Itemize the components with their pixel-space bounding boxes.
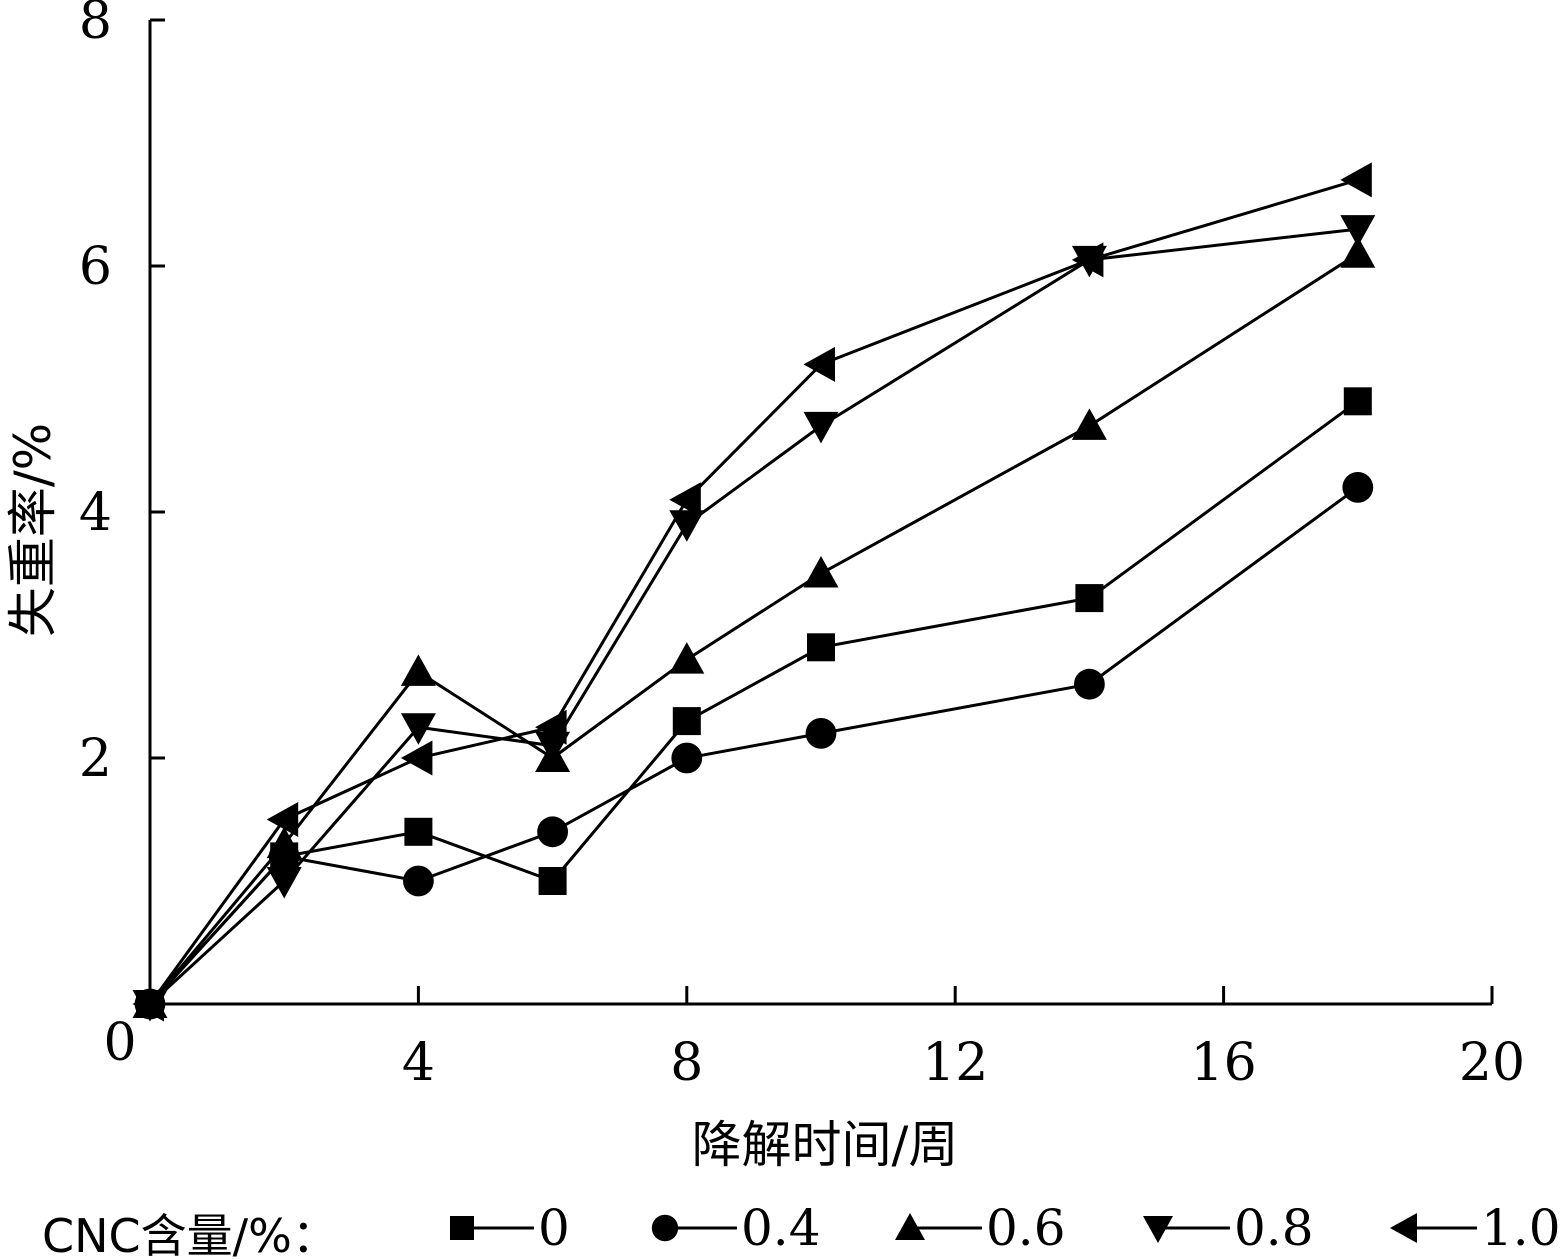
series-line-3 (148, 227, 1358, 1006)
series-4-point-5 (803, 346, 835, 382)
series-line-2 (148, 252, 1359, 1005)
x-tick-label-12: 12 (922, 1033, 988, 1093)
legend-entry-4: 1.0 (1390, 1199, 1561, 1257)
series-0-point-6 (1075, 584, 1104, 613)
y-tick-label-4: 4 (79, 483, 112, 543)
series-1-point-5 (805, 718, 837, 749)
series-4-point-7 (1340, 162, 1372, 198)
series-4-point-2 (400, 740, 433, 776)
series-1-point-4 (671, 742, 703, 774)
series-4-point-0 (132, 986, 164, 1022)
series-0-point-5 (807, 633, 835, 662)
series-3-point-2 (400, 713, 436, 745)
x-tick-label-16: 16 (1191, 1033, 1257, 1093)
legend-marker-2 (895, 1213, 925, 1240)
legend-title: CNC含量/%： (42, 1209, 338, 1259)
axes: 2 4 6 8 4 8 12 16 20 0 (79, 0, 1525, 1093)
legend-entry-0: 0 (450, 1199, 570, 1257)
series-1-point-7 (1342, 472, 1374, 503)
series-3-point-7 (1340, 215, 1376, 247)
legend-entry-3: 0.8 (1143, 1199, 1314, 1257)
y-axis-title: 失重率/% (4, 423, 62, 637)
y-tick-label-2: 2 (79, 729, 112, 789)
series-2-point-6 (1071, 408, 1107, 440)
series-layer (132, 162, 1376, 1022)
series-1-point-3 (537, 816, 568, 848)
legend-entry-1: 0.4 (651, 1199, 821, 1257)
legend-label-3: 0.8 (1234, 1199, 1314, 1257)
series-line-4 (148, 178, 1359, 1005)
series-4-point-6 (1071, 242, 1104, 278)
series-0 (136, 387, 1372, 1018)
legend-label-1: 0.4 (741, 1199, 821, 1257)
legend-marker-1 (651, 1214, 679, 1242)
y-tick-label-6: 6 (79, 237, 112, 297)
series-line-1 (148, 486, 1359, 1006)
series-4-point-3 (535, 709, 567, 745)
x-tick-label-20: 20 (1459, 1033, 1525, 1093)
series-1-point-2 (403, 865, 434, 897)
series-4 (132, 162, 1372, 1022)
series-3-point-1 (266, 867, 302, 899)
x-axis-title: 降解时间/周 (692, 1116, 959, 1174)
series-4-point-4 (669, 482, 701, 518)
series-line-0 (148, 400, 1359, 1006)
series-2-point-2 (400, 654, 436, 686)
legend-label-0: 0 (538, 1199, 570, 1257)
legend: CNC含量/%： 0 0.4 0.6 0.8 1.0 (42, 1199, 1561, 1259)
series-2-point-4 (669, 642, 705, 674)
legend-label-2: 0.6 (986, 1199, 1066, 1257)
x-tick-label-8: 8 (670, 1033, 703, 1093)
series-1 (134, 472, 1374, 1020)
series-0-point-2 (404, 817, 433, 846)
series-4-point-1 (266, 802, 299, 837)
series-0-point-3 (538, 867, 567, 895)
series-1-point-6 (1074, 668, 1105, 700)
series-3-point-4 (669, 510, 705, 542)
series-2-point-5 (803, 556, 839, 588)
legend-entry-2: 0.6 (895, 1199, 1066, 1257)
legend-marker-3 (1143, 1216, 1173, 1243)
legend-marker-4 (1390, 1213, 1417, 1243)
series-0-point-7 (1343, 387, 1372, 416)
series-3-point-5 (803, 411, 839, 444)
series-2 (132, 236, 1376, 1018)
series-2-point-7 (1340, 236, 1376, 268)
series-2-point-1 (266, 826, 302, 859)
origin-label: 0 (103, 1013, 136, 1073)
x-tick-label-4: 4 (402, 1033, 435, 1093)
y-tick-label-8: 8 (79, 0, 112, 51)
legend-label-4: 1.0 (1481, 1199, 1561, 1257)
series-0-point-4 (672, 707, 701, 736)
